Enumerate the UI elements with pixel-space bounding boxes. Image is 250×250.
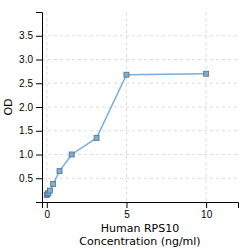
marker: [69, 152, 74, 157]
line: [47, 74, 206, 195]
y-tick-mark: [36, 107, 42, 108]
marker: [124, 72, 129, 77]
y-tick-label: 0.5: [19, 173, 33, 184]
x-axis-title-line: Human RPS10: [101, 222, 179, 235]
x-axis: 0 5 10: [43, 202, 239, 220]
marker: [47, 188, 52, 193]
y-tick-label: 3.0: [19, 54, 33, 65]
grid: [42, 12, 238, 202]
marker: [57, 169, 62, 174]
y-tick: 0.5: [19, 173, 42, 184]
x-tick-mark: [206, 202, 207, 208]
y-tick-mark: [36, 60, 42, 61]
plot: 0 5 10 0.5 1.0 1.5 2.0 2.5 3.0 3.5: [19, 12, 238, 220]
y-axis: 0.5 1.0 1.5 2.0 2.5 3.0 3.5: [19, 13, 42, 203]
x-axis-title: Human RPS10Concentration (ng/ml): [79, 222, 200, 248]
y-tick-label: 2.5: [19, 78, 33, 89]
y-tick-mark: [36, 155, 42, 156]
x-tick: 0: [44, 202, 50, 220]
y-tick-label: 1.5: [19, 125, 33, 136]
chart: 0 5 10 0.5 1.0 1.5 2.0 2.5 3.0 3.5 Human RPS10Conc…: [0, 0, 250, 250]
y-tick: 3.0: [19, 54, 42, 65]
grid-line: [42, 35, 238, 36]
y-tick-mark: [36, 83, 42, 84]
x-tick-mark: [47, 202, 48, 208]
x-axis-title-line: Concentration (ng/ml): [79, 235, 200, 248]
grid-line: [42, 107, 238, 108]
y-tick: 2.5: [19, 78, 42, 89]
x-tick-mark: [126, 202, 127, 208]
y-tick-mark: [36, 131, 42, 132]
x-tick-label: 5: [124, 209, 130, 220]
y-tick: 1.0: [19, 149, 42, 160]
series: [44, 71, 208, 197]
y-axis-line: [36, 13, 43, 203]
grid-line: [42, 83, 238, 84]
y-tick-label: 3.5: [19, 30, 33, 41]
grid-line: [42, 59, 238, 60]
x-tick-label: 0: [44, 209, 50, 220]
y-tick: 3.5: [19, 30, 42, 41]
y-tick: 2.0: [19, 102, 42, 113]
y-tick-label: 2.0: [19, 102, 33, 113]
grid-line: [42, 178, 238, 179]
marker: [204, 71, 209, 76]
marker: [51, 181, 56, 186]
grid-line: [46, 12, 47, 202]
y-tick: 1.5: [19, 125, 42, 136]
x-tick-label: 10: [201, 209, 213, 220]
y-tick-mark: [36, 178, 42, 179]
x-axis-line: [43, 203, 239, 209]
grid-line: [42, 130, 238, 131]
y-tick-mark: [36, 36, 42, 37]
x-tick: 10: [201, 202, 213, 220]
marker: [94, 135, 99, 140]
x-tick: 5: [124, 202, 130, 220]
y-tick-label: 1.0: [19, 149, 33, 160]
y-axis-title: OD: [2, 98, 15, 115]
